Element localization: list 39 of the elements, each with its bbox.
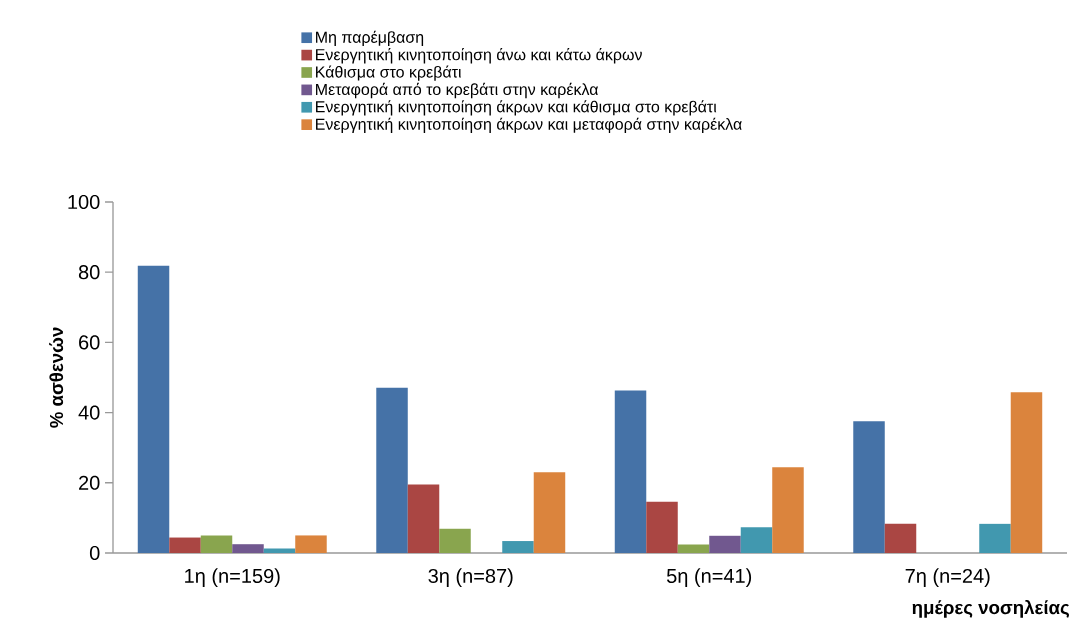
- bar: [709, 535, 741, 553]
- x-tick-label: 7η (n=24): [905, 568, 990, 587]
- x-tick-label: 3η (n=87): [428, 568, 513, 587]
- y-tick-label: 100: [68, 194, 100, 210]
- legend-label: Ενεργητική κινητοποίηση άκρων και μεταφορά στην καρέκλα: [316, 117, 742, 133]
- legend-label: Ενεργητική κινητοποίηση άνω και κάτω άκρων: [316, 48, 642, 64]
- x-axis-title: ημέρες νοσηλείας: [912, 599, 1070, 618]
- bar: [376, 387, 408, 553]
- bar: [740, 527, 773, 553]
- x-tick-label: 5η (n=41): [666, 568, 752, 587]
- bar: [979, 523, 1011, 553]
- y-tick-label: 80: [78, 265, 100, 280]
- x-tick-label: 1η (n=159): [185, 568, 280, 587]
- y-tick-label: 20: [79, 475, 100, 490]
- bar: [169, 537, 201, 553]
- bar: [533, 472, 566, 553]
- bar: [200, 535, 233, 553]
- y-tick-label: 40: [78, 405, 100, 420]
- bar: [407, 484, 440, 553]
- bar: [137, 265, 170, 553]
- bar: [439, 528, 471, 553]
- bar: [263, 548, 296, 553]
- bar: [614, 390, 647, 553]
- legend-label: Ενεργητική κινητοποίηση άκρων και κάθισμα στο κρεβάτι: [316, 100, 717, 116]
- bar: [677, 544, 710, 553]
- bar: [646, 501, 678, 553]
- bar: [295, 535, 327, 553]
- y-tick-label: 0: [89, 545, 100, 561]
- bar: [772, 467, 804, 553]
- bar: [853, 421, 885, 553]
- y-axis-title: % ασθενών: [49, 327, 64, 428]
- legend-label: Μη παρέμβαση: [316, 30, 424, 47]
- bar: [502, 541, 534, 553]
- legend-label: Κάθισμα στο κρεβάτι: [316, 65, 462, 81]
- y-tick-label: 60: [79, 335, 100, 350]
- bar: [884, 523, 917, 553]
- bar: [1010, 392, 1043, 553]
- bar: [232, 544, 264, 553]
- legend-label: Μεταφορά από το κρεβάτι στην καρέκλα: [316, 82, 599, 99]
